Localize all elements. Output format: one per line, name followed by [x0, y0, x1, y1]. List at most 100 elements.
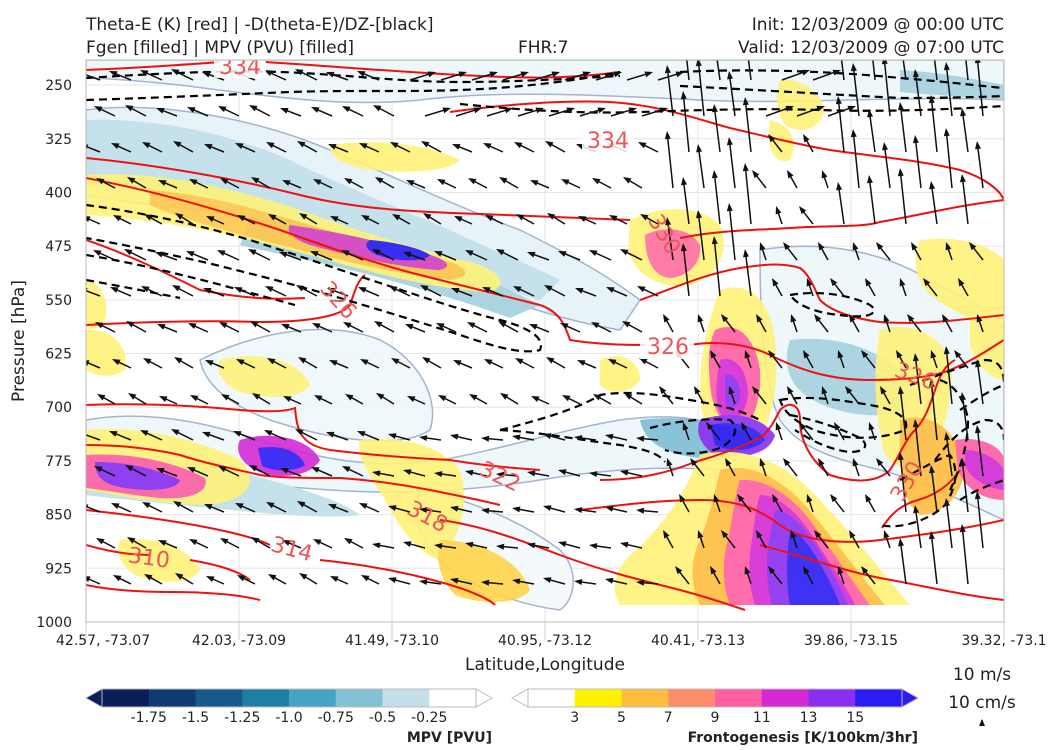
wind-vector-head — [264, 70, 273, 77]
wind-vector — [744, 252, 752, 297]
wind-vector-head — [451, 288, 460, 294]
x-tick-label: 39.32, -73.1 — [961, 633, 1046, 649]
wind-vector-head — [976, 314, 983, 323]
wind-vector-head — [326, 431, 335, 438]
wind-vector-head — [544, 285, 553, 292]
wind-vector — [961, 177, 969, 225]
colorbar-tick-label: -0.75 — [318, 710, 354, 726]
wind-vector-head — [974, 425, 981, 434]
wind-vector-head — [357, 431, 366, 437]
wind-vector — [697, 61, 705, 117]
wind-vector-head — [498, 321, 507, 328]
wind-vector-head — [589, 471, 598, 478]
wind-vector-head — [342, 106, 351, 113]
wind-vector-head — [420, 285, 429, 292]
wind-vector-head — [883, 314, 890, 323]
wind-vector — [666, 220, 674, 261]
wind-vector-head — [787, 170, 794, 179]
wind-vector-head — [266, 142, 275, 149]
wind-vector-head — [624, 393, 633, 400]
wind-vector-head — [609, 215, 618, 222]
wind-vector-head — [94, 106, 103, 113]
wind-vector-head — [830, 278, 838, 287]
x-tick-label: 39.86, -73.15 — [804, 633, 898, 649]
colorbar-tick-label: -1.5 — [182, 710, 209, 726]
wind-vector-head — [527, 470, 536, 477]
wind-vector-head — [666, 458, 673, 467]
wind-vector-head — [450, 433, 459, 440]
wind-vector-head — [361, 215, 370, 222]
wind-vector-head — [737, 494, 745, 503]
wind-vector-head — [835, 96, 842, 105]
wind-vector-head — [342, 466, 351, 473]
colorbar-swatch — [335, 689, 383, 707]
colorbar-swatch — [289, 689, 337, 707]
wind-vector-head — [958, 278, 965, 287]
wind-vector-head — [267, 358, 276, 365]
wind-vector-head — [675, 71, 684, 78]
wind-vector-head — [589, 543, 598, 550]
wind-vector — [961, 111, 969, 153]
wind-vector-head — [852, 458, 859, 467]
wind-vector-head — [535, 107, 544, 114]
wind-vector-head — [454, 216, 463, 222]
wind-vector-head — [372, 249, 381, 256]
wind-vector-head — [496, 249, 505, 256]
wind-vector — [86, 289, 101, 297]
colorbar-tick-label: 5 — [617, 710, 626, 726]
wind-vector-head — [912, 135, 919, 144]
wind-vector-head — [551, 71, 560, 78]
wind-vector-head — [220, 538, 229, 545]
wind-vector-head — [312, 323, 321, 330]
wind-vector-head — [187, 107, 196, 113]
wind-vector-head — [357, 71, 366, 77]
wind-vector-head — [481, 579, 490, 586]
wind-vector-head — [543, 505, 552, 511]
wind-vector-head — [437, 179, 446, 186]
wind-vector-head — [582, 71, 591, 78]
wind-vector-head — [500, 393, 509, 400]
wind-vector-head — [945, 242, 952, 251]
wind-vector — [744, 100, 752, 153]
wind-vector-head — [561, 179, 570, 186]
wind-vector-head — [403, 541, 412, 547]
wind-vector-head — [974, 491, 981, 500]
wind-vector-head — [282, 180, 291, 186]
wind-vector-head — [190, 395, 199, 402]
wind-vector-head — [473, 107, 482, 114]
wind-vector-head — [975, 359, 982, 368]
wind-vector-head — [772, 494, 779, 503]
wind-vector — [945, 65, 953, 117]
wind-vector-head — [880, 386, 887, 395]
wind-vector-head — [516, 214, 525, 221]
wind-vector-head — [803, 350, 810, 359]
wind-vector-head — [86, 360, 90, 366]
wind-vector-head — [605, 577, 614, 584]
wind-vector-head — [969, 242, 977, 251]
wind-vector-head — [403, 469, 412, 475]
wind-vector-head — [896, 350, 903, 359]
wind-vector-head — [110, 287, 119, 293]
wind-vector-head — [575, 288, 584, 294]
wind-vector-head — [801, 69, 810, 76]
contour-label: 310 — [126, 543, 171, 574]
wind-vector-head — [297, 141, 306, 148]
wind-vector-head — [834, 422, 841, 431]
mpv-colorbar-label: MPV [PVU] — [407, 730, 492, 746]
wind-vector-head — [388, 433, 397, 439]
colorbar-extend-right — [901, 688, 920, 708]
wind-vector-head — [221, 394, 230, 401]
wind-vector-head — [620, 249, 629, 256]
colorbar-tick-label: 7 — [664, 710, 673, 726]
wind-vector-head — [392, 214, 401, 221]
wind-vector-head — [558, 251, 567, 257]
wind-vector — [86, 74, 101, 81]
wind-vector-head — [866, 175, 873, 184]
wind-vector-head — [469, 394, 478, 401]
x-tick-label: 41.49, -73.10 — [345, 633, 439, 649]
wind-vector-head — [803, 566, 810, 575]
wind-vector-head — [837, 566, 844, 575]
x-tick-label: 42.03, -73.09 — [192, 633, 286, 649]
wind-vector-head — [742, 97, 749, 106]
wind-vector-head — [359, 503, 368, 510]
